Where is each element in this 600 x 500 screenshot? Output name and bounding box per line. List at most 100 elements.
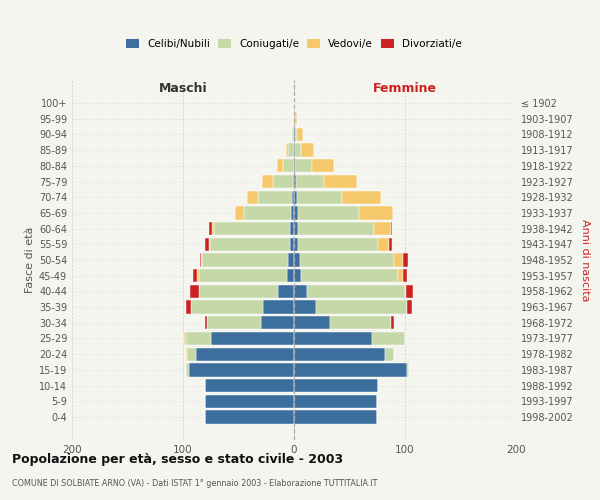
Bar: [294, 254, 299, 266]
Bar: [295, 144, 301, 157]
Bar: [295, 112, 298, 126]
Bar: [290, 222, 294, 235]
Bar: [262, 175, 273, 188]
Bar: [187, 300, 191, 314]
Bar: [298, 222, 374, 235]
Bar: [294, 159, 295, 172]
Bar: [391, 316, 394, 330]
Bar: [196, 348, 294, 361]
Bar: [263, 300, 294, 314]
Bar: [391, 222, 392, 235]
Bar: [187, 363, 188, 376]
Bar: [385, 348, 394, 361]
Bar: [197, 269, 199, 282]
Bar: [301, 269, 398, 282]
Bar: [205, 410, 294, 424]
Bar: [290, 238, 294, 251]
Bar: [199, 269, 287, 282]
Bar: [187, 348, 196, 361]
Bar: [214, 222, 290, 235]
Bar: [209, 238, 290, 251]
Bar: [205, 379, 294, 392]
Bar: [295, 159, 312, 172]
Bar: [294, 363, 407, 376]
Bar: [235, 206, 244, 220]
Bar: [406, 284, 413, 298]
Bar: [289, 144, 294, 157]
Y-axis label: Anni di nascita: Anni di nascita: [580, 219, 590, 301]
Bar: [359, 206, 393, 220]
Bar: [191, 300, 263, 314]
Bar: [205, 316, 208, 330]
Bar: [190, 284, 199, 298]
Bar: [294, 269, 301, 282]
Bar: [374, 222, 391, 235]
Text: Maschi: Maschi: [158, 82, 208, 95]
Bar: [209, 222, 212, 235]
Bar: [294, 316, 329, 330]
Bar: [286, 144, 289, 157]
Bar: [294, 144, 295, 157]
Bar: [403, 254, 409, 266]
Bar: [407, 363, 409, 376]
Bar: [200, 254, 201, 266]
Bar: [299, 254, 394, 266]
Bar: [294, 175, 296, 188]
Bar: [273, 175, 293, 188]
Bar: [294, 332, 372, 345]
Bar: [379, 238, 389, 251]
Bar: [294, 238, 298, 251]
Bar: [184, 332, 187, 345]
Bar: [294, 284, 307, 298]
Bar: [211, 332, 294, 345]
Bar: [294, 128, 295, 141]
Text: Femmine: Femmine: [373, 82, 437, 95]
Bar: [294, 300, 316, 314]
Bar: [260, 316, 294, 330]
Bar: [298, 206, 359, 220]
Bar: [187, 332, 211, 345]
Bar: [292, 190, 294, 204]
Bar: [278, 284, 294, 298]
Bar: [316, 300, 407, 314]
Bar: [298, 238, 379, 251]
Bar: [244, 206, 290, 220]
Bar: [307, 284, 405, 298]
Bar: [205, 394, 294, 408]
Bar: [193, 269, 197, 282]
Bar: [212, 222, 214, 235]
Bar: [294, 190, 298, 204]
Bar: [294, 112, 295, 126]
Text: Popolazione per età, sesso e stato civile - 2003: Popolazione per età, sesso e stato civil…: [12, 452, 343, 466]
Bar: [208, 316, 260, 330]
Bar: [290, 206, 294, 220]
Bar: [298, 190, 342, 204]
Bar: [324, 175, 357, 188]
Bar: [329, 316, 391, 330]
Bar: [294, 348, 385, 361]
Bar: [301, 144, 314, 157]
Bar: [298, 128, 303, 141]
Bar: [293, 112, 294, 126]
Bar: [294, 206, 298, 220]
Bar: [295, 128, 298, 141]
Bar: [294, 222, 298, 235]
Bar: [294, 379, 379, 392]
Bar: [205, 238, 209, 251]
Bar: [372, 332, 405, 345]
Bar: [405, 284, 406, 298]
Bar: [247, 190, 259, 204]
Bar: [294, 410, 377, 424]
Bar: [202, 254, 289, 266]
Bar: [403, 269, 407, 282]
Bar: [394, 254, 403, 266]
Bar: [293, 175, 294, 188]
Text: COMUNE DI SOLBIATE ARNO (VA) - Dati ISTAT 1° gennaio 2003 - Elaborazione TUTTITA: COMUNE DI SOLBIATE ARNO (VA) - Dati ISTA…: [12, 479, 377, 488]
Bar: [259, 190, 292, 204]
Bar: [199, 284, 278, 298]
Bar: [188, 363, 294, 376]
Bar: [283, 159, 294, 172]
Bar: [296, 175, 324, 188]
Bar: [398, 269, 403, 282]
Bar: [287, 269, 294, 282]
